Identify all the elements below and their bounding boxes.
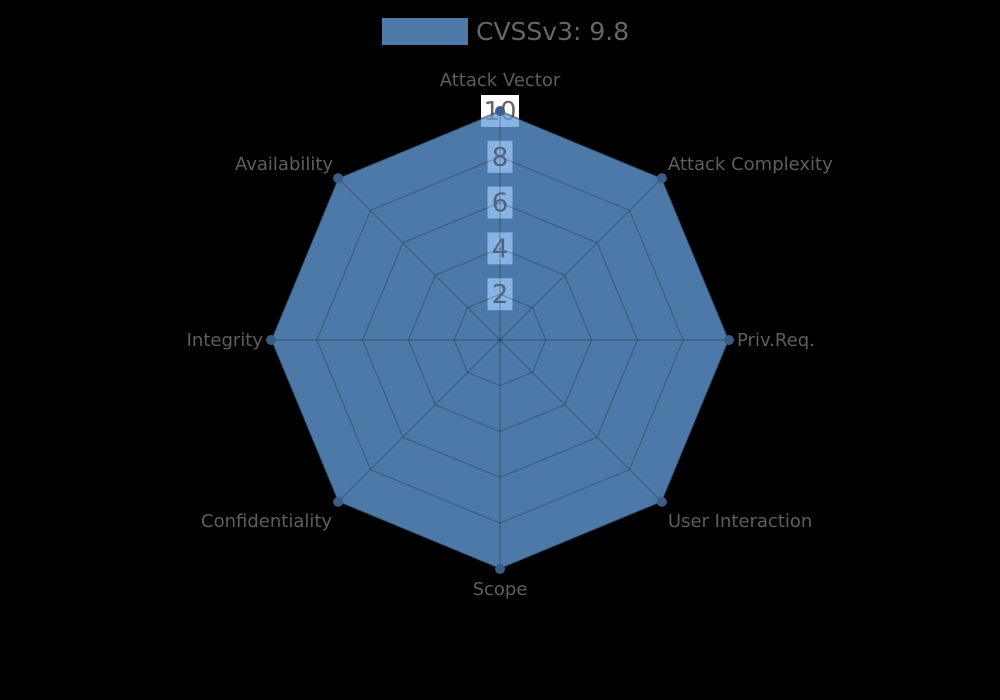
grid-ring	[453, 293, 547, 387]
radial-tick-label: 4	[492, 234, 509, 264]
axis-label-availability: Availability	[235, 154, 333, 175]
radial-tick-label: 8	[492, 143, 509, 173]
axis-label-scope: Scope	[473, 579, 528, 600]
grid-ring	[407, 247, 593, 433]
grid-ring	[361, 201, 639, 479]
axis-label-attack-vector: Attack Vector	[440, 70, 561, 91]
legend-label: CVSSv3: 9.8	[476, 17, 630, 46]
grid-spoke	[499, 339, 663, 503]
grid-spoke	[337, 177, 501, 341]
axis-label-user-interaction: User Interaction	[668, 511, 812, 532]
radial-tick-label: 2	[492, 280, 509, 310]
grid-spoke	[337, 339, 501, 503]
axis-label-attack-complexity: Attack Complexity	[668, 154, 833, 175]
chart-legend[interactable]: CVSSv3: 9.8	[382, 18, 629, 45]
data-point-marker	[656, 496, 667, 507]
data-point-marker	[495, 106, 505, 116]
data-point-marker	[724, 335, 734, 345]
data-point-marker	[333, 173, 344, 184]
grid-ring	[316, 156, 684, 524]
data-point-marker	[333, 496, 344, 507]
axis-label-priv-req: Priv.Req.	[737, 330, 815, 351]
grid-spoke	[499, 177, 663, 341]
data-point-marker	[495, 564, 505, 574]
legend-swatch	[382, 18, 468, 45]
axis-label-integrity: Integrity	[187, 330, 264, 351]
data-point-marker	[656, 173, 667, 184]
radial-tick-label: 6	[492, 189, 509, 219]
axis-label-confidentiality: Confidentiality	[201, 511, 332, 532]
data-point-marker	[266, 335, 276, 345]
